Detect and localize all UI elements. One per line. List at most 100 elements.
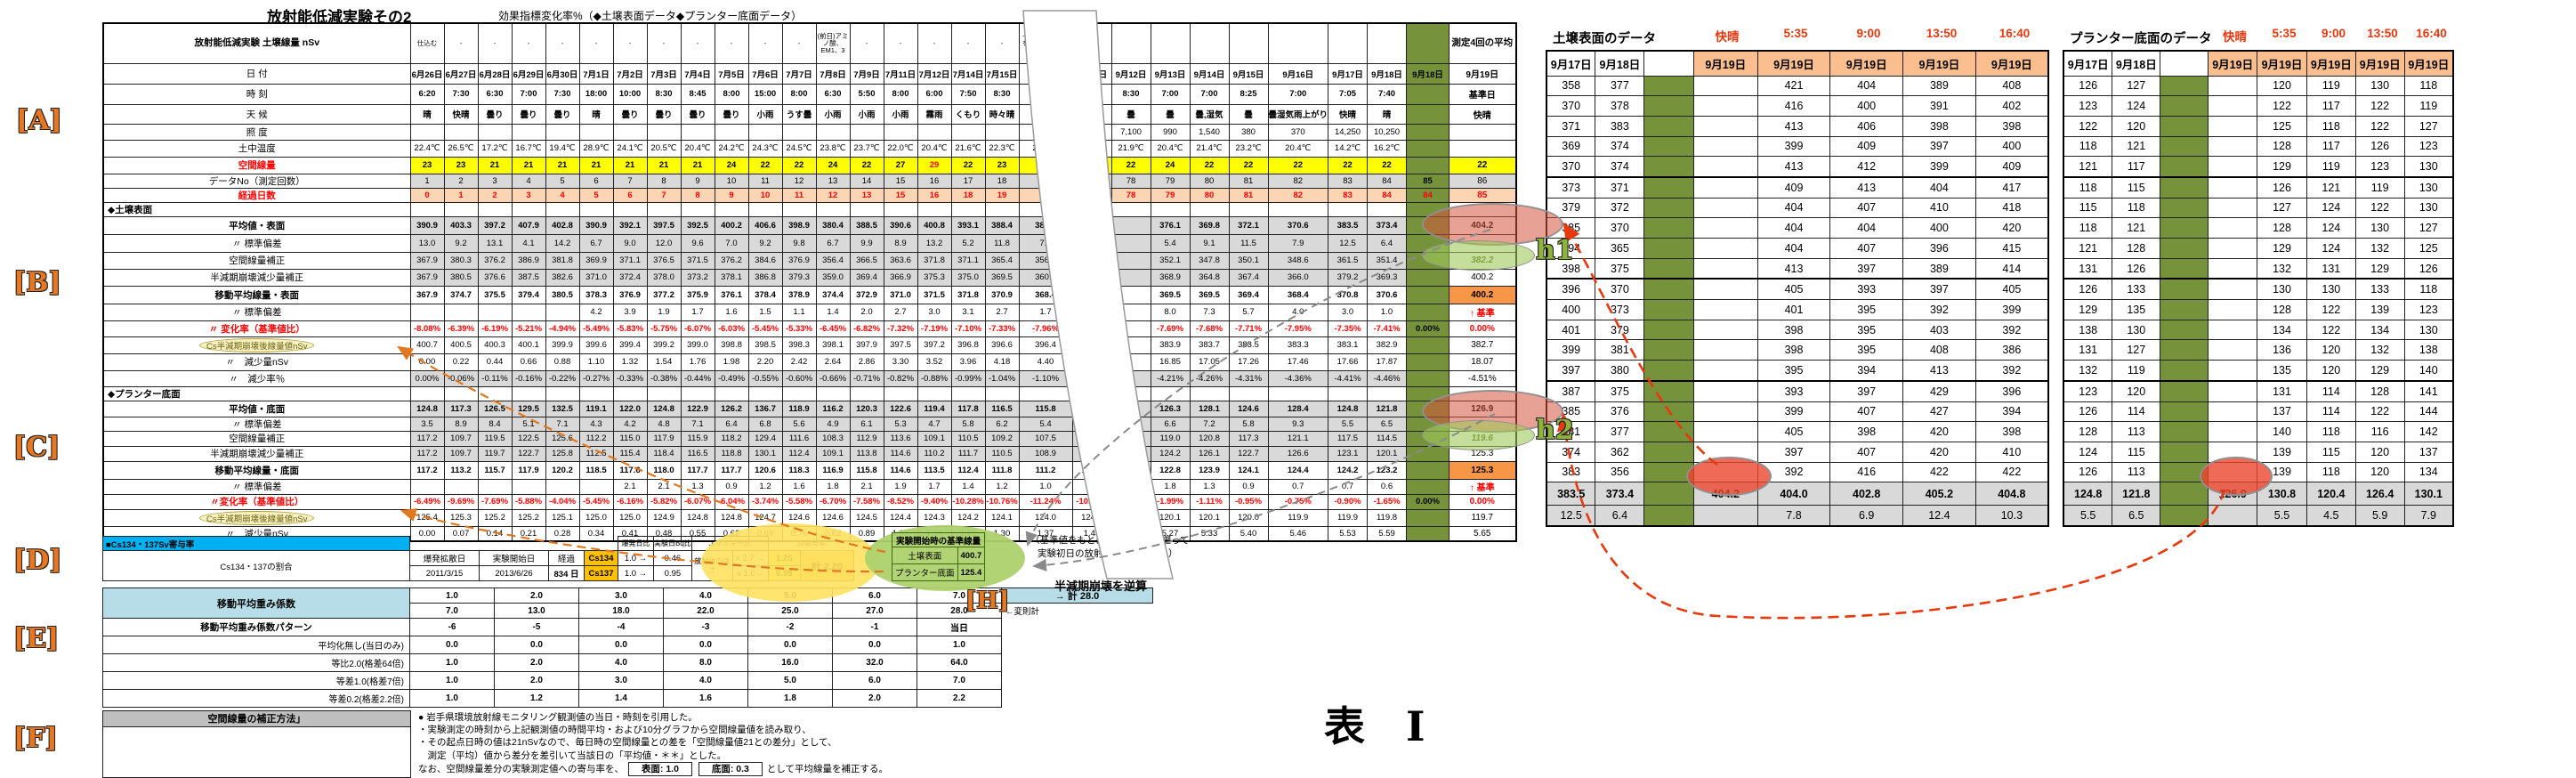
main-cell[interactable]: 4.9 <box>815 416 851 432</box>
main-cell[interactable]: -7.58% <box>849 493 884 510</box>
main-cell[interactable]: 21 <box>578 156 614 174</box>
main-cell[interactable]: 386.8 <box>747 268 783 287</box>
main-cell[interactable]: 8.0 <box>1150 303 1191 321</box>
main-cell[interactable]: 124.1 <box>984 508 1020 527</box>
main-cell[interactable] <box>443 303 479 321</box>
main-cell[interactable]: 398.5 <box>747 336 783 354</box>
weight-cell[interactable]: 0.0 <box>832 636 917 654</box>
planter-date-header[interactable]: 9月18日 <box>2112 50 2161 77</box>
main-cell[interactable]: 376.1 <box>1150 215 1191 235</box>
planter-cell[interactable]: 132 <box>2257 257 2307 280</box>
main-cell[interactable]: - <box>950 22 986 64</box>
main-cell[interactable]: 曇り <box>612 103 648 125</box>
main-cell[interactable]: 990 <box>1150 123 1191 141</box>
main-cell[interactable]: 1.30 <box>984 525 1020 541</box>
main-cell[interactable]: 8:00 <box>883 83 918 105</box>
main-cell[interactable]: 371.8 <box>917 251 952 270</box>
main-cell[interactable] <box>781 385 817 401</box>
soil-green-cell[interactable] <box>1643 197 1694 219</box>
main-cell[interactable] <box>545 201 580 217</box>
row-label[interactable]: 平均値・底面 <box>102 400 411 417</box>
main-cell[interactable]: -0.22% <box>545 369 580 387</box>
soil-std[interactable]: 10.3 <box>1974 505 2049 527</box>
main-cell[interactable]: 128.4 <box>1267 400 1329 417</box>
main-cell[interactable]: 4.8 <box>646 416 682 432</box>
main-cell[interactable]: 22 <box>950 156 986 174</box>
main-cell[interactable]: 7月12日 <box>917 62 952 85</box>
planter-cell[interactable] <box>2208 461 2258 483</box>
soil-cell[interactable]: 379 <box>1546 197 1596 219</box>
main-cell[interactable]: 19 <box>1018 173 1073 189</box>
soil-green-cell[interactable] <box>1643 95 1694 117</box>
main-cell[interactable] <box>1110 215 1151 235</box>
main-cell[interactable]: 110.2 <box>917 445 952 462</box>
soil-cell[interactable]: 377 <box>1595 75 1645 97</box>
main-cell[interactable] <box>1018 123 1073 141</box>
main-cell[interactable]: 115.7 <box>477 460 513 480</box>
planter-cell[interactable]: 118 <box>2403 75 2454 97</box>
main-cell[interactable]: -7.32% <box>883 320 918 337</box>
main-cell[interactable]: 80 <box>1189 187 1230 203</box>
planter-cell[interactable]: 121 <box>2305 176 2356 199</box>
main-cell[interactable]: 83 <box>1328 187 1369 203</box>
main-cell[interactable]: 367.4 <box>1228 268 1269 287</box>
row-label[interactable]: 半減期崩壊減少量補正 <box>102 445 411 462</box>
main-cell[interactable]: -0.95% <box>1228 493 1269 510</box>
planter-summary[interactable]: 130.1 <box>2403 482 2454 507</box>
main-cell[interactable]: 0.7 <box>1328 478 1369 495</box>
main-cell[interactable]: 1.7 <box>680 303 715 321</box>
main-cell[interactable] <box>1110 416 1151 432</box>
main-cell[interactable] <box>984 385 1020 401</box>
main-cell[interactable]: 9月14日 <box>1189 62 1230 85</box>
green-column-cell[interactable] <box>1406 508 1450 527</box>
planter-cell[interactable]: 115 <box>2305 441 2356 463</box>
weight-row-label[interactable]: 移動平均重み係数パターン <box>102 618 410 636</box>
main-cell[interactable] <box>1110 400 1151 417</box>
main-cell[interactable]: 117.8 <box>950 400 986 417</box>
main-cell[interactable]: 1.54 <box>646 353 682 371</box>
soil-cell[interactable]: 399 <box>1756 401 1831 423</box>
main-cell[interactable] <box>1110 22 1151 64</box>
soil-green-cell[interactable] <box>1643 135 1694 158</box>
main-cell[interactable]: -0.49% <box>714 369 749 387</box>
main-cell[interactable]: 4 <box>511 173 546 189</box>
weight-cell[interactable]: -2 <box>747 618 833 636</box>
main-cell[interactable]: 122.6 <box>883 400 918 417</box>
soil-green-cell[interactable] <box>1643 176 1694 199</box>
main-cell[interactable]: 1.5 <box>747 303 783 321</box>
main-cell[interactable]: 11.5 <box>1228 233 1269 253</box>
soil-cell[interactable]: 407 <box>1829 441 1904 463</box>
main-cell[interactable]: 370 <box>1267 123 1329 141</box>
cs134-now[interactable]: 0.46 <box>653 550 692 566</box>
main-cell[interactable] <box>950 385 986 401</box>
main-cell[interactable]: 7 <box>646 187 682 203</box>
main-cell[interactable]: 7:00 <box>1267 83 1329 105</box>
main-cell[interactable]: 79 <box>1150 187 1191 203</box>
main-cell[interactable]: 15 <box>883 187 918 203</box>
main-cell[interactable] <box>477 478 513 495</box>
main-cell[interactable]: 2.1 <box>849 478 884 495</box>
planter-cell[interactable]: 130 <box>2354 217 2405 239</box>
planter-cell[interactable]: 126 <box>2403 257 2454 280</box>
main-cell[interactable]: 383.7 <box>1189 336 1230 354</box>
main-cell[interactable]: 7月9日 <box>849 62 884 85</box>
main-cell[interactable]: 117.3 <box>443 400 479 417</box>
main-cell[interactable]: 114.6 <box>883 445 918 462</box>
main-cell[interactable]: 晴 <box>578 103 614 125</box>
planter-cell[interactable]: 125 <box>2257 115 2307 137</box>
main-cell[interactable]: 10:00 <box>612 83 648 105</box>
soil-cell[interactable]: 395 <box>1756 360 1831 382</box>
planter-summary[interactable]: 130.8 <box>2257 482 2307 507</box>
row-label[interactable]: 移動平均線量・表面 <box>102 285 411 304</box>
main-cell[interactable]: 398.3 <box>781 336 817 354</box>
average-column-cell[interactable] <box>1449 233 1517 253</box>
main-cell[interactable]: 114.5 <box>1367 430 1408 447</box>
main-cell[interactable]: -7.68% <box>1189 320 1230 337</box>
main-cell[interactable]: -5.75% <box>646 320 682 337</box>
weight-cell[interactable]: 3.0 <box>578 671 664 690</box>
main-cell[interactable]: 122.7 <box>511 445 546 462</box>
main-cell[interactable]: 380.1 <box>1018 215 1073 235</box>
row-label[interactable]: 〃 標準偏差 <box>102 478 411 495</box>
main-cell[interactable] <box>714 123 749 141</box>
main-cell[interactable] <box>1150 201 1191 217</box>
